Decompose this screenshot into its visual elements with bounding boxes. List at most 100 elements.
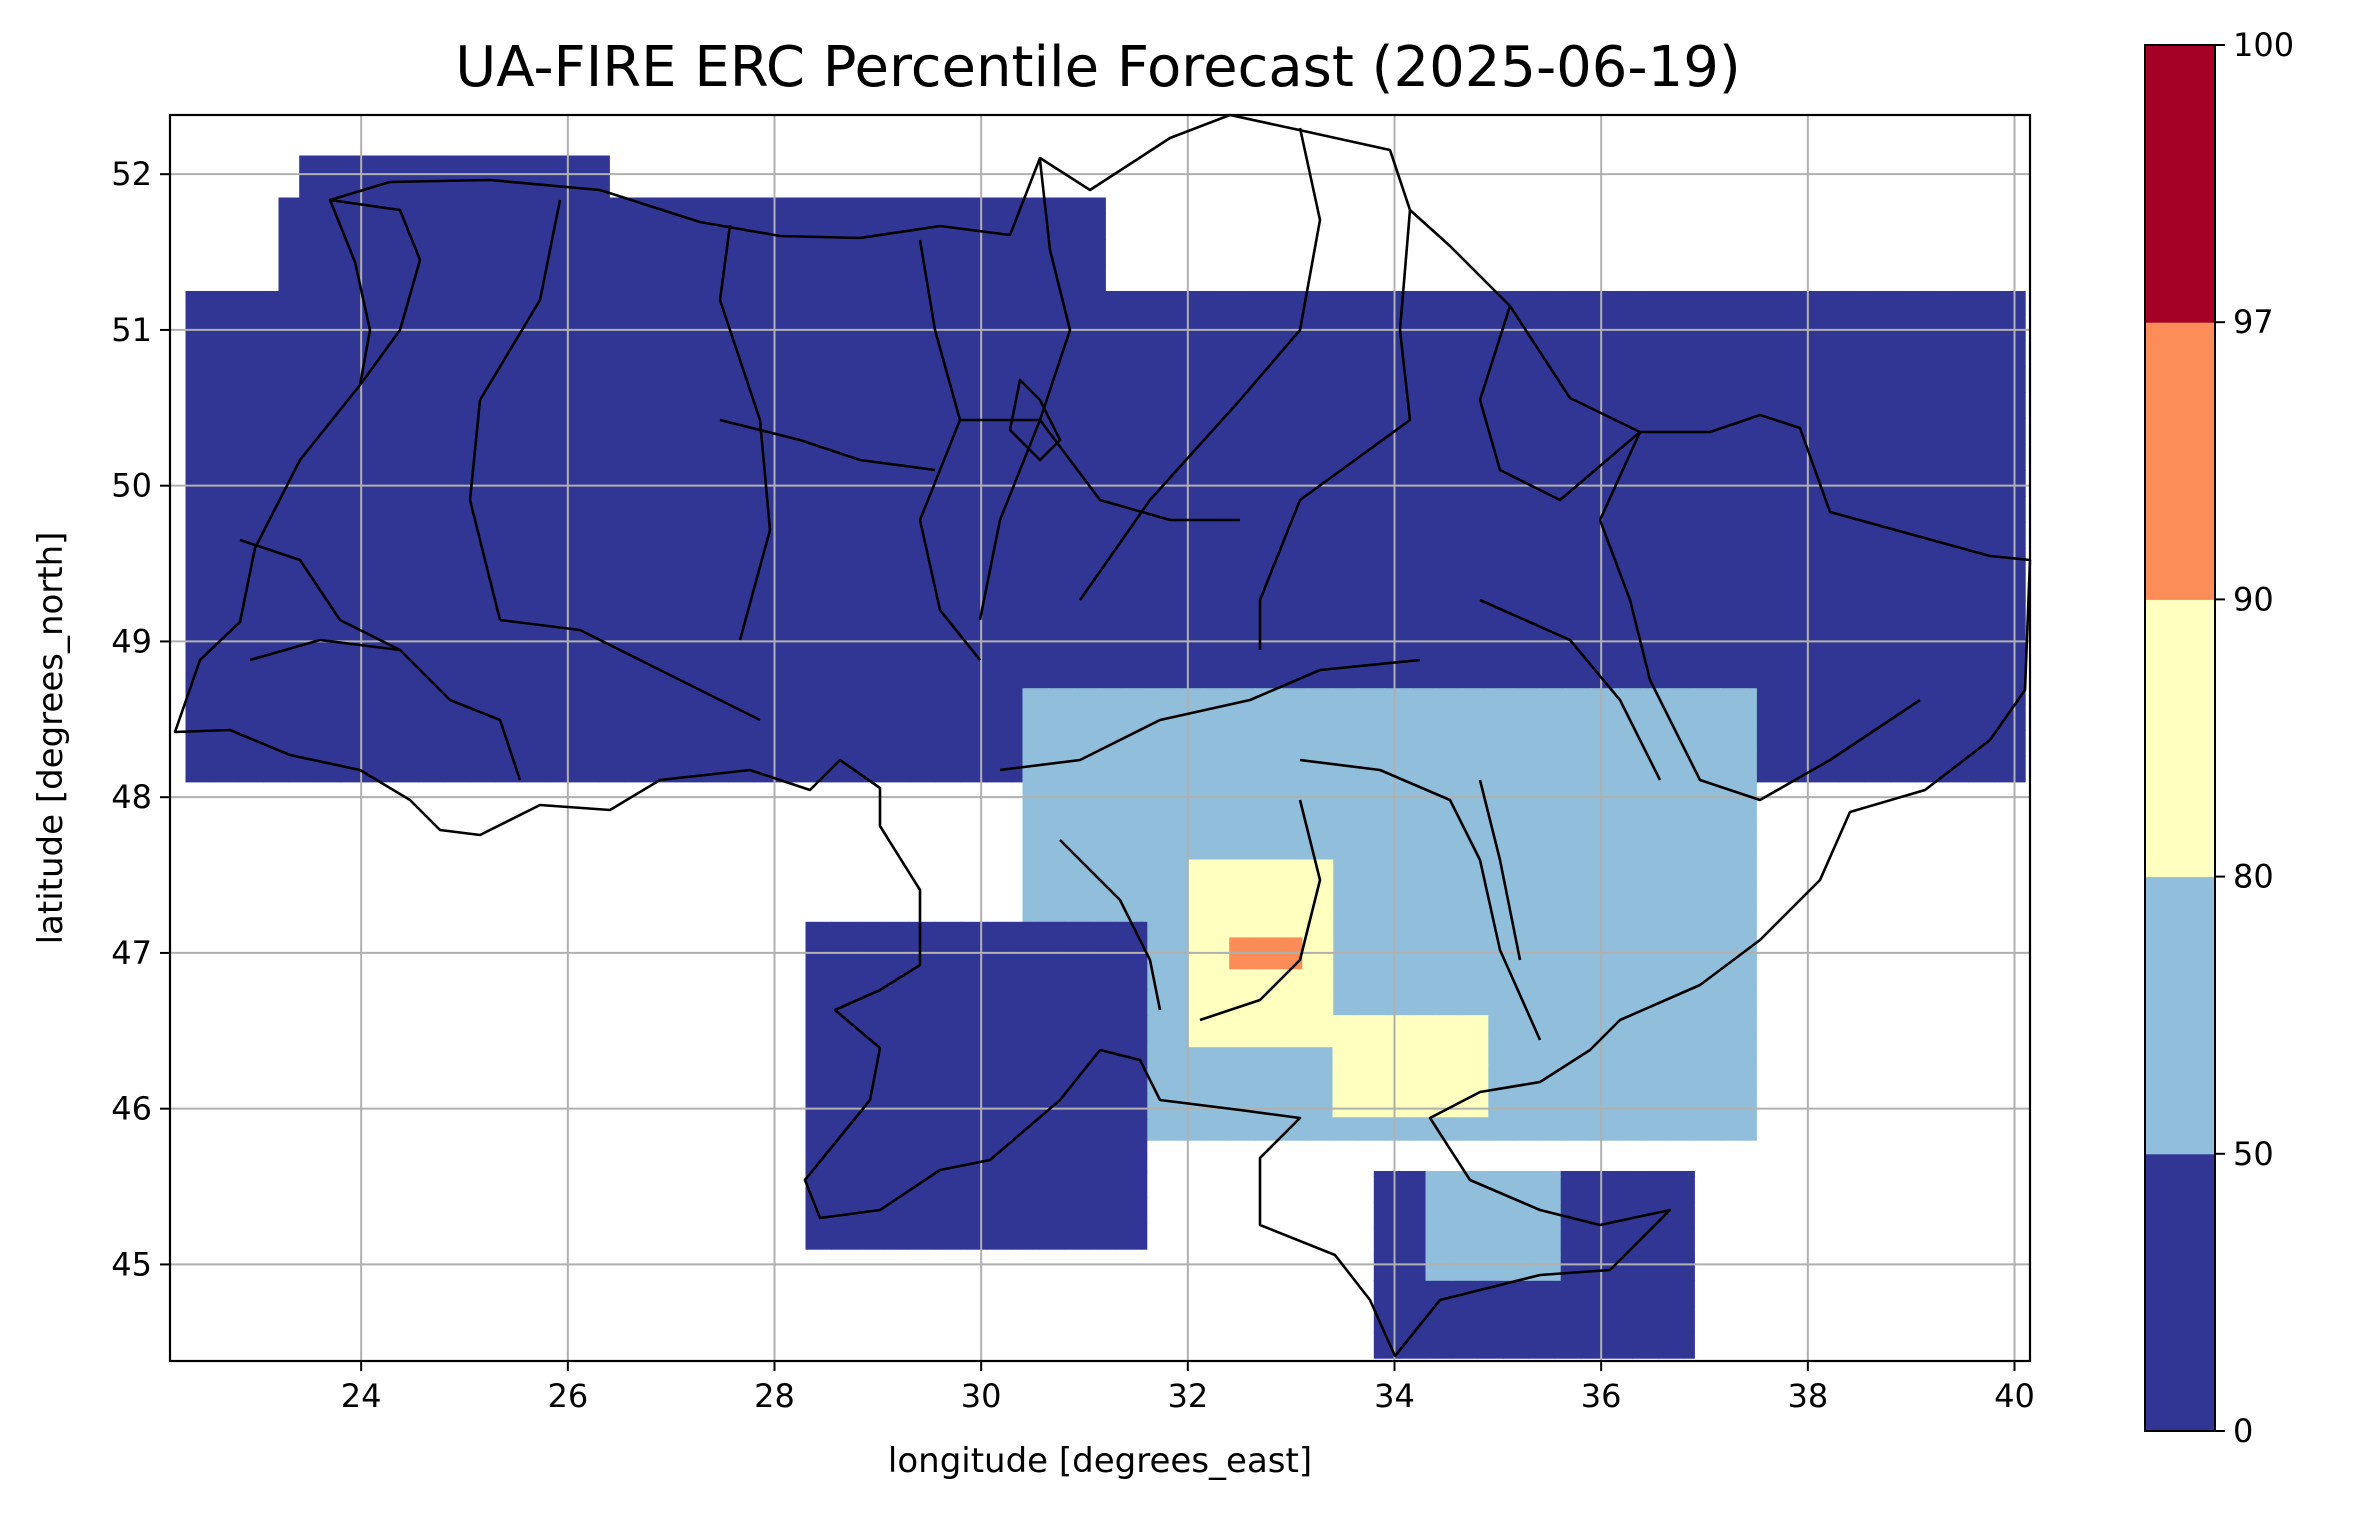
heatmap-cell <box>1089 921 1117 939</box>
heatmap-cell <box>340 418 368 445</box>
heatmap-cell <box>805 599 833 627</box>
heatmap-cell <box>934 1171 962 1198</box>
heatmap-cell <box>872 197 900 214</box>
heatmap-cell <box>1012 1145 1039 1172</box>
heatmap-cell <box>1244 392 1272 419</box>
heatmap-cell <box>1683 444 1711 471</box>
heatmap-cell <box>1720 698 1747 726</box>
colorbar-segment <box>2145 876 2215 1155</box>
heatmap-cell <box>1451 625 1478 653</box>
heatmap-cell <box>314 755 342 783</box>
heatmap-cell <box>1167 496 1194 523</box>
heatmap-cell <box>976 239 1003 266</box>
heatmap-cell <box>1317 994 1334 1022</box>
oblast-border <box>999 658 1421 772</box>
heatmap-cell <box>1668 776 1695 804</box>
heatmap-cell <box>960 963 988 991</box>
heatmap-cell <box>1239 1020 1267 1048</box>
heatmap-cell <box>1193 418 1220 445</box>
heatmap-cell <box>1513 906 1540 933</box>
heatmap-cell <box>1890 573 1918 601</box>
heatmap-cell <box>1565 1061 1592 1089</box>
heatmap-cell <box>676 573 703 601</box>
heatmap-cell <box>1089 444 1117 471</box>
heatmap-cell <box>1141 1041 1148 1068</box>
heatmap-cell <box>469 340 497 367</box>
heatmap-cell <box>1606 1306 1633 1333</box>
heatmap-cell <box>1787 729 1814 757</box>
heatmap-cell <box>1063 651 1091 679</box>
heatmap-cell <box>1332 1090 1360 1118</box>
heatmap-cell <box>1322 496 1349 523</box>
heatmap-cell <box>1916 625 1943 653</box>
heatmap-cell <box>1317 864 1334 892</box>
heatmap-cell <box>1399 314 1427 342</box>
heatmap-cell <box>1864 599 1892 627</box>
heatmap-cell <box>831 599 858 627</box>
heatmap-cell <box>1787 291 1814 316</box>
heatmap-cell <box>495 625 523 653</box>
heatmap-cell <box>340 651 368 679</box>
heatmap-cell <box>1255 942 1282 970</box>
heatmap-cell <box>1063 522 1091 549</box>
heatmap-cell <box>392 418 419 445</box>
heatmap-cell <box>1151 750 1179 778</box>
heatmap-cell <box>1151 828 1179 856</box>
heatmap-cell <box>1218 470 1246 497</box>
colorbar-tick-label: 50 <box>2233 1135 2274 1173</box>
heatmap-cell <box>1410 698 1437 726</box>
heatmap-cell <box>1642 828 1670 856</box>
heatmap-cell <box>314 470 342 497</box>
heatmap-cell <box>1916 418 1943 445</box>
heatmap-cell <box>908 1067 936 1094</box>
heatmap-cell <box>573 729 600 757</box>
heatmap-cell <box>1141 1119 1148 1146</box>
heatmap-cell <box>1554 1254 1561 1281</box>
heatmap-cell <box>2019 651 2026 679</box>
heatmap-cell <box>1115 1171 1143 1198</box>
heatmap-cell <box>883 599 910 627</box>
heatmap-cell <box>1270 522 1298 549</box>
heatmap-cell <box>1461 698 1489 726</box>
heatmap-cell <box>495 444 523 471</box>
heatmap-cell <box>1410 1064 1437 1092</box>
heatmap-cell <box>857 599 884 627</box>
heatmap-cell <box>407 213 435 240</box>
heatmap-cell <box>624 729 652 757</box>
heatmap-cell <box>857 392 884 419</box>
heatmap-cell <box>1787 522 1814 549</box>
heatmap-cell <box>1218 547 1246 575</box>
heatmap-cell <box>1373 340 1401 367</box>
heatmap-cell <box>1720 750 1747 778</box>
heatmap-cell <box>1141 1196 1148 1224</box>
heatmap-cell <box>1177 724 1205 752</box>
heatmap-cell <box>1709 547 1737 575</box>
heatmap-cell <box>1942 729 1969 757</box>
heatmap-cell <box>1616 688 1644 700</box>
heatmap-cell <box>185 547 213 575</box>
heatmap-cell <box>1306 1087 1334 1115</box>
heatmap-cell <box>1177 1061 1205 1089</box>
heatmap-cell <box>1384 802 1411 830</box>
heatmap-cell <box>960 921 988 939</box>
heatmap-cell <box>1384 1015 1411 1040</box>
heatmap-cell <box>1745 698 1757 726</box>
heatmap-cell <box>1864 677 1892 705</box>
heatmap-cell <box>805 291 833 316</box>
heatmap-cell <box>753 703 781 731</box>
heatmap-cell <box>1916 755 1943 783</box>
heatmap-cell <box>1193 547 1220 575</box>
heatmap-cell <box>1477 1228 1504 1255</box>
heatmap-cell <box>598 755 626 783</box>
heatmap-cell <box>1348 392 1375 419</box>
heatmap-cell <box>304 239 331 266</box>
heatmap-cell <box>805 496 833 523</box>
heatmap-cell <box>1229 688 1256 700</box>
x-axis-ticks: 24 26 28 30 32 34 36 38 40 <box>341 1361 2035 1415</box>
heatmap-cell <box>857 1222 884 1250</box>
heatmap-cell <box>185 496 213 523</box>
heatmap-cell <box>1554 1171 1582 1177</box>
heatmap-cell <box>1425 291 1453 316</box>
heatmap-cell <box>428 155 455 173</box>
